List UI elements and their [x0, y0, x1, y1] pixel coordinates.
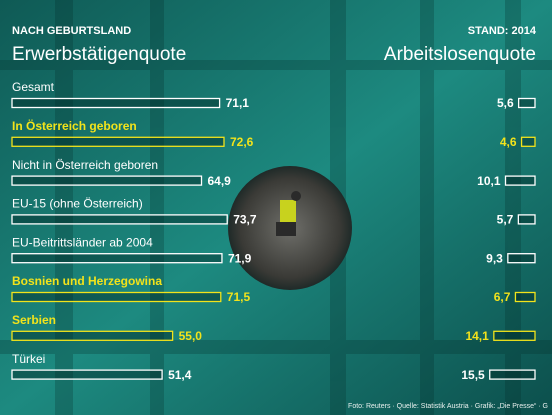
right-bar	[520, 136, 536, 147]
note: STAND: 2014	[468, 25, 537, 37]
right-bar	[514, 291, 536, 303]
right-value-label: 5,6	[497, 96, 514, 110]
right-heading: Arbeitslosenquote	[384, 44, 536, 65]
right-bar	[517, 97, 536, 109]
right-bar	[489, 369, 536, 380]
left-value-label: 71,9	[228, 251, 252, 265]
left-value-label: 55,0	[179, 329, 203, 343]
left-bar	[11, 97, 221, 109]
category-label: EU-15 (ohne Österreich)	[12, 197, 143, 211]
right-value-label: 14,1	[465, 329, 489, 343]
right-value-label: 4,6	[500, 135, 517, 149]
worker	[276, 191, 301, 236]
right-value-label: 6,7	[494, 290, 511, 304]
left-bar	[11, 175, 203, 186]
kicker: NACH GEBURTSLAND	[12, 25, 131, 37]
right-value-label: 10,1	[477, 174, 501, 188]
right-bar	[517, 214, 536, 225]
category-label: In Österreich geboren	[12, 118, 137, 133]
left-heading: Erwerbstätigenquote	[12, 44, 186, 65]
right-value-label: 9,3	[486, 251, 503, 265]
left-bar	[11, 369, 163, 380]
category-label: Türkei	[12, 352, 45, 366]
category-label: Gesamt	[12, 80, 55, 94]
right-bar	[504, 175, 536, 186]
right-value-label: 5,7	[497, 213, 514, 227]
left-bar	[11, 330, 174, 341]
left-value-label: 73,7	[233, 213, 257, 227]
left-bar	[11, 253, 223, 264]
category-label: Serbien	[12, 313, 56, 327]
left-bar	[11, 214, 228, 225]
source: Foto: Reuters · Quelle: Statistik Austri…	[348, 403, 548, 410]
left-value-label: 71,5	[227, 290, 251, 304]
left-value-label: 71,1	[226, 96, 250, 110]
category-label: Bosnien und Herzegowina	[12, 274, 162, 288]
category-label: Nicht in Österreich geboren	[12, 158, 158, 172]
left-value-label: 64,9	[208, 174, 232, 188]
left-value-label: 72,6	[230, 135, 254, 149]
left-value-label: 51,4	[168, 368, 192, 382]
right-value-label: 15,5	[461, 368, 485, 382]
right-bar	[493, 330, 536, 341]
left-bar	[11, 291, 222, 303]
category-label: EU-Beitrittsländer ab 2004	[12, 235, 153, 249]
left-bar	[11, 136, 225, 147]
right-bar	[507, 253, 536, 264]
